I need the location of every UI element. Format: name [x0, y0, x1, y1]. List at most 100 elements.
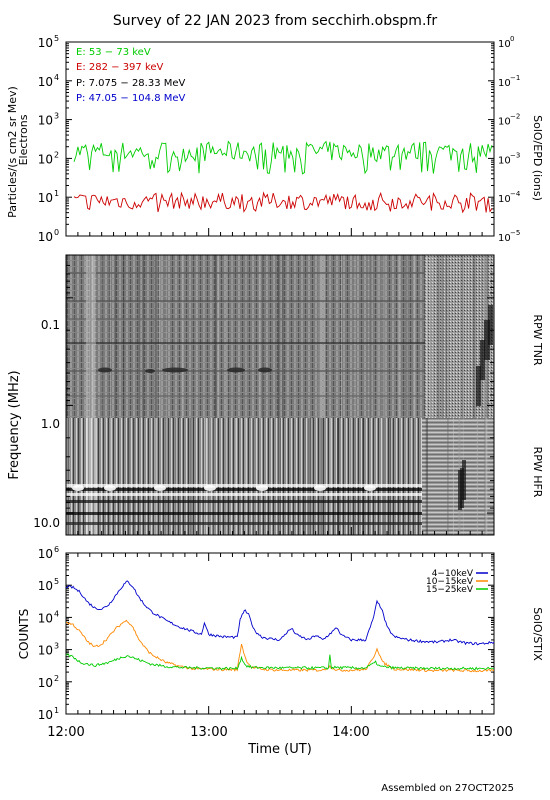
- stix-frame: [65, 552, 495, 715]
- tnr-emission-blob: [162, 367, 188, 373]
- spectrogram-streak: [257, 418, 259, 535]
- spectrogram-streak: [382, 418, 385, 535]
- spectrogram-streak: [377, 255, 379, 418]
- tnr-emission-blob: [145, 369, 155, 373]
- particles-left-tick-label: 10: [38, 152, 53, 166]
- stix-series: [65, 580, 495, 673]
- spectrogram-streak: [110, 255, 111, 418]
- spectrogram-streak: [95, 418, 97, 535]
- particles-left-tick-label: 10: [38, 230, 53, 244]
- particles-left-tick-exponent: 4: [54, 73, 59, 82]
- spectrogram-streak: [226, 255, 228, 418]
- particles-right-tick-exponent: 0: [510, 35, 514, 43]
- spectrogram-streak: [127, 418, 130, 535]
- spectrogram-streak: [483, 255, 485, 418]
- spectrogram-streak: [217, 418, 218, 535]
- spectrogram-streak: [211, 418, 214, 535]
- spectrogram-streak: [108, 255, 110, 418]
- spectrogram-streak: [278, 255, 280, 418]
- stix-tick-label: 10: [38, 676, 53, 690]
- spectrogram-streak: [153, 418, 155, 535]
- tnr-right-emission: [484, 320, 490, 360]
- spectrogram-streak: [304, 418, 306, 535]
- legend-electrons-low: E: 53 − 73 keV: [76, 47, 151, 58]
- spectrogram-streak: [389, 418, 392, 535]
- spectrogram-streak: [102, 255, 104, 418]
- spectrogram-streak: [115, 255, 117, 418]
- spectrogram-streak: [386, 418, 388, 535]
- spectrogram-streak: [309, 418, 312, 535]
- spectrogram-streak: [215, 255, 217, 418]
- hfr-bright-spot: [72, 485, 84, 491]
- particles-ylabel-electrons: Electrons: [17, 114, 30, 165]
- spectrogram-streak: [445, 255, 448, 418]
- particles-right-tick-label: 10: [498, 233, 511, 244]
- hfr-horizontal-band: [66, 488, 422, 491]
- spectrogram-streak: [430, 255, 433, 418]
- spectrogram-streak: [411, 418, 414, 535]
- spectrogram-streak: [66, 255, 68, 418]
- radio-panel: 0.1 1.0 10.0 Frequency (MHz) RPW TNR RPW…: [7, 254, 544, 536]
- spectrogram-streak: [204, 255, 206, 418]
- radio-tick-label-0.1: 0.1: [41, 318, 60, 332]
- spectrogram-streak: [370, 255, 372, 418]
- particles-right-tick-exponent: −5: [510, 229, 520, 237]
- radio-features: [66, 255, 493, 535]
- tnr-horizontal-band: [66, 370, 425, 372]
- particles-series: [73, 140, 493, 214]
- particles-left-tick-label: 10: [38, 36, 53, 50]
- particles-right-tick-label: 10: [498, 194, 511, 205]
- tnr-emission-blob: [258, 367, 272, 373]
- particles-right-tick-label: 10: [498, 117, 511, 128]
- particles-left-tick-exponent: 1: [54, 189, 59, 198]
- particles-left-tick-exponent: 5: [54, 34, 59, 43]
- spectrogram-streak: [461, 255, 463, 418]
- spectrogram-streak: [225, 418, 227, 535]
- particles-left-tick-exponent: 3: [54, 112, 59, 121]
- particles-right-tick-exponent: −2: [510, 113, 520, 121]
- spectrogram-streak: [383, 255, 385, 418]
- spectrogram-streak: [245, 255, 247, 418]
- particles-left-tick-label: 10: [38, 191, 53, 205]
- spectrogram-streak: [350, 418, 352, 535]
- spectrogram-streak: [320, 255, 323, 418]
- hfr-horizontal-band: [66, 493, 422, 496]
- particles-legend: E: 53 − 73 keV E: 282 − 397 keV P: 7.075…: [76, 47, 186, 104]
- hfr-bright-spot: [154, 485, 166, 491]
- radio-frequency-axis: [66, 254, 494, 514]
- tnr-horizontal-band: [66, 272, 425, 274]
- rpw-hfr-label: RPW HFR: [531, 447, 544, 498]
- spectrogram-streak: [308, 418, 310, 535]
- spectrogram-streak: [447, 418, 449, 535]
- stix-tick-exponent: 6: [54, 545, 59, 554]
- spectrogram-streak: [147, 255, 150, 418]
- spectrogram-streak: [66, 418, 67, 535]
- spectrogram-streak: [68, 418, 70, 535]
- spectrogram-streak: [476, 418, 478, 535]
- spectrogram-streak: [437, 255, 440, 418]
- spectrogram-streak: [175, 418, 177, 535]
- hfr-bright-spot: [204, 485, 216, 491]
- stix-ylabel: COUNTS: [17, 609, 31, 660]
- spectrogram-streak: [252, 418, 254, 535]
- hfr-bright-spot: [314, 485, 326, 491]
- hfr-bright-spot: [364, 485, 376, 491]
- legend-15-25kev: 15−25keV: [426, 585, 474, 595]
- spectrogram-streak: [296, 255, 298, 418]
- spectrogram-streak: [485, 418, 488, 535]
- hfr-horizontal-band: [66, 512, 422, 515]
- spectrogram-streak: [368, 255, 370, 418]
- spectrogram-streak: [341, 255, 342, 418]
- spectrogram-streak: [110, 418, 112, 535]
- particles-left-tick-label: 10: [38, 75, 53, 89]
- x-axis-label: Time (UT): [247, 742, 312, 757]
- stix-15-25kev-line: [65, 653, 495, 671]
- spectrogram-streak: [406, 418, 408, 535]
- stix-tick-exponent: 1: [54, 706, 59, 715]
- spectrogram-streak: [89, 255, 92, 418]
- stix-tick-exponent: 4: [54, 609, 59, 618]
- spectrogram-streak: [282, 255, 284, 418]
- stix-legend: 4−10keV 10−15keV 15−25keV: [426, 569, 488, 595]
- spectrogram-streak: [217, 255, 220, 418]
- spectrogram-streak: [158, 255, 161, 418]
